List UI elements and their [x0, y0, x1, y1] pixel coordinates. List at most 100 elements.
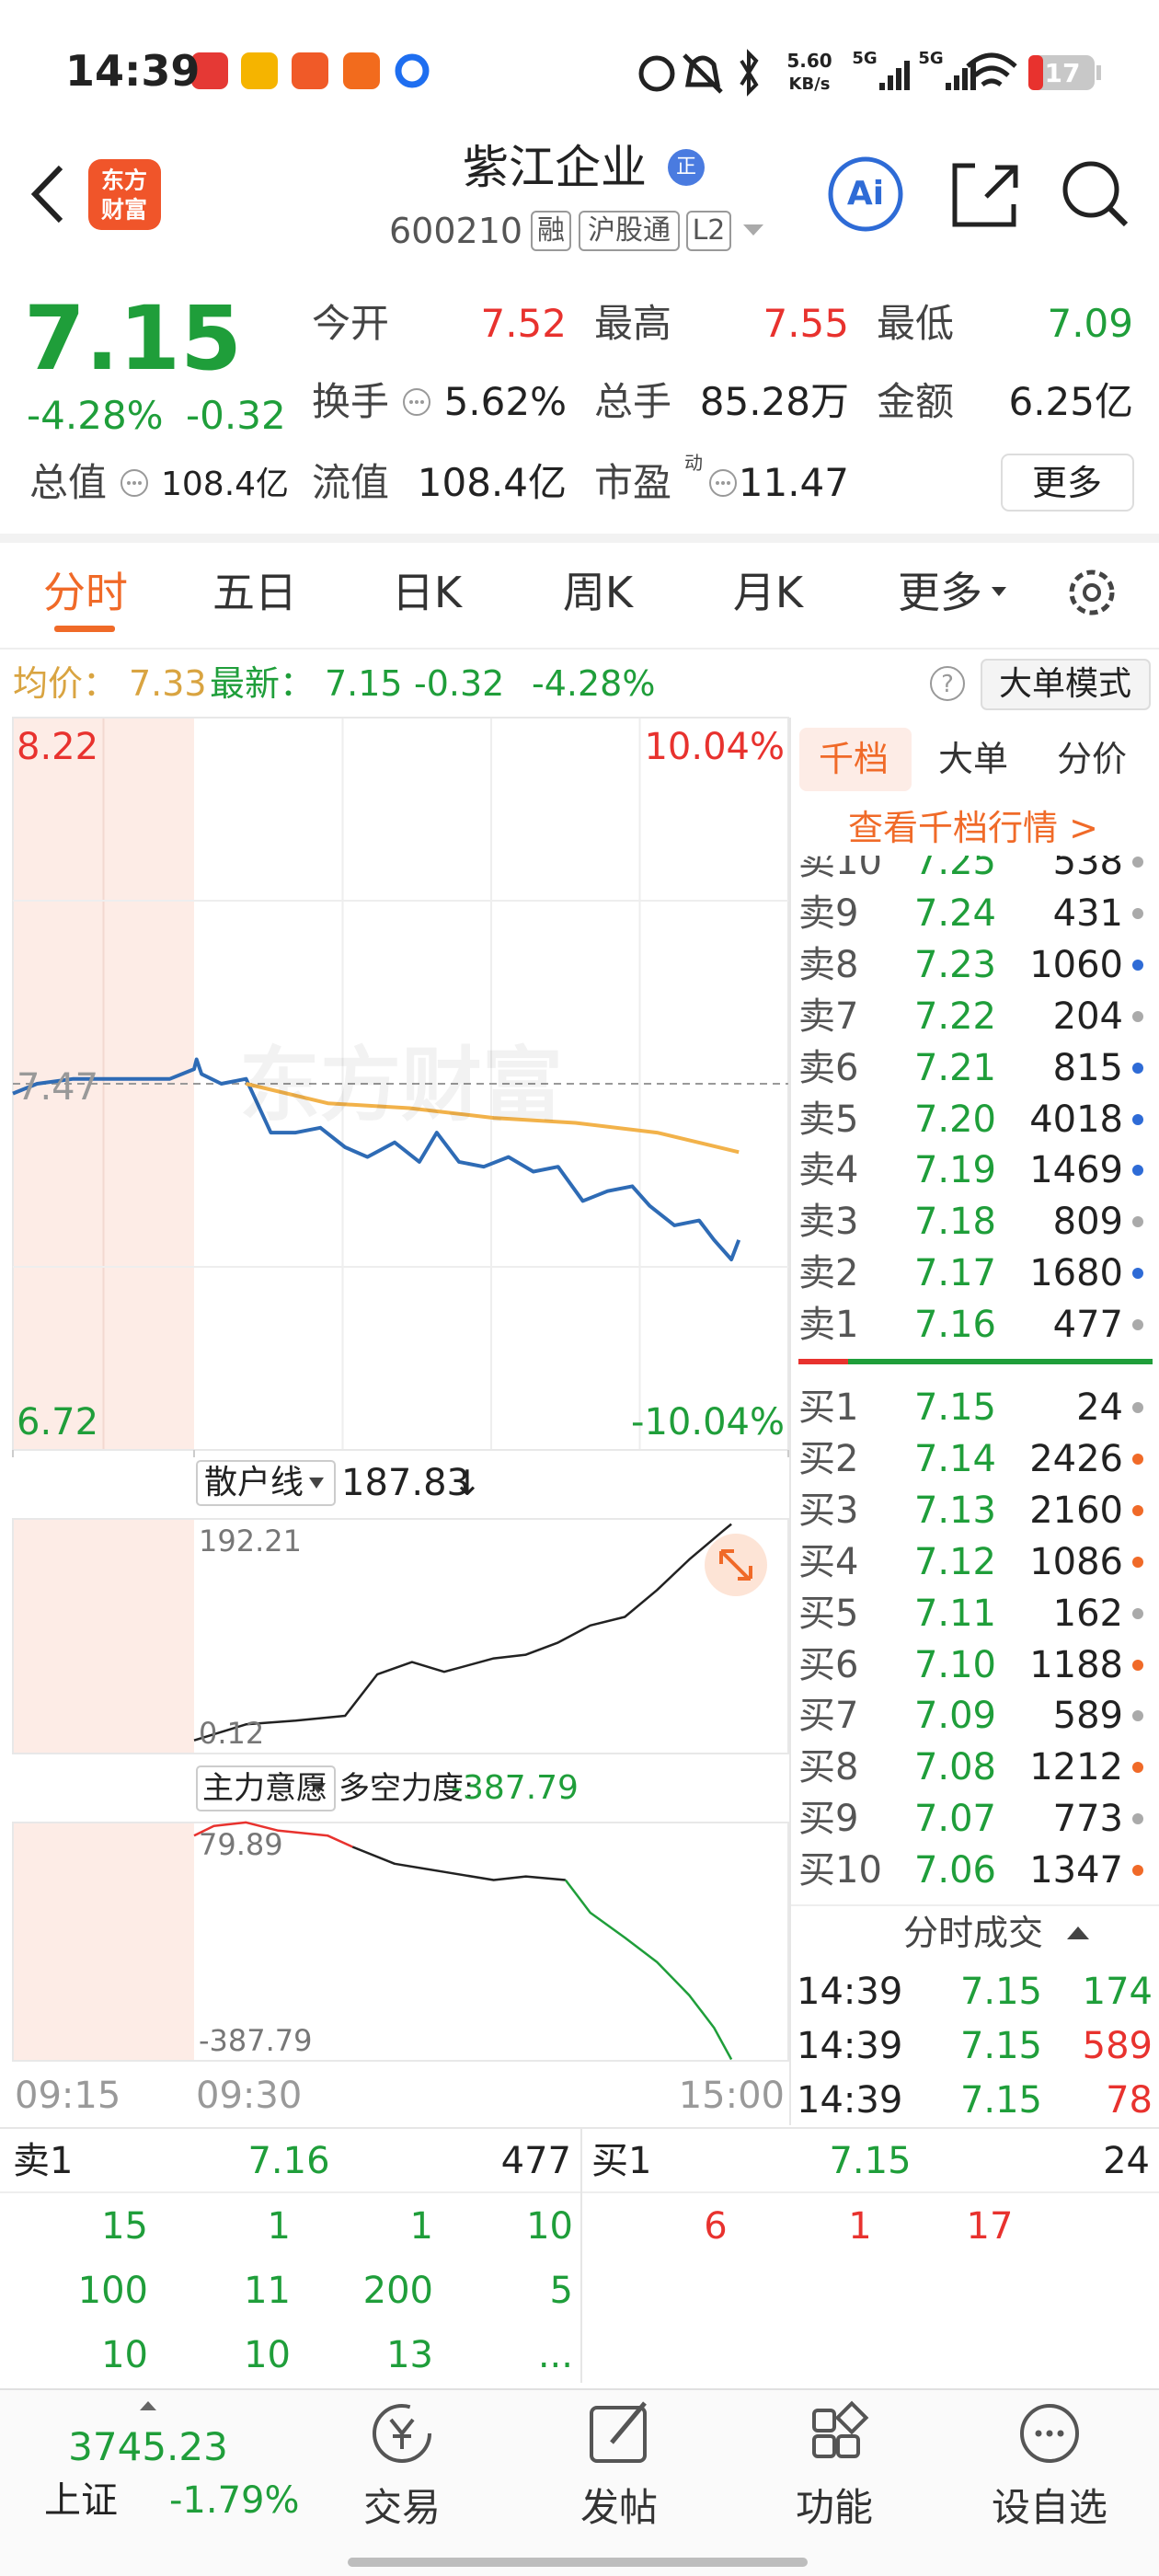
info-dot: [721, 481, 725, 485]
book-dot: [1132, 1319, 1143, 1331]
trades-title: 分时成交: [902, 1913, 1044, 1953]
queue-order: 13: [386, 2334, 433, 2376]
watch-icon-dot: [1046, 2430, 1053, 2437]
tab[interactable]: 更多: [898, 568, 982, 617]
tab[interactable]: 日K: [391, 568, 463, 617]
more-button[interactable]: [1001, 454, 1134, 512]
signal-bar: [946, 83, 951, 90]
index-name: 上证: [44, 2479, 118, 2522]
book-link[interactable]: 查看千档行情 >: [848, 808, 1098, 848]
book-label: 卖9: [798, 891, 859, 935]
info-dot: [415, 400, 419, 404]
y2-tick-label: -10.04%: [631, 1401, 785, 1443]
network-type: 5G: [918, 49, 944, 68]
queue-label: 买1: [591, 2140, 652, 2182]
stock-name: 紫江企业: [463, 141, 647, 194]
trade-price: 7.15: [959, 1971, 1042, 2013]
help[interactable]: ?: [941, 671, 954, 698]
book-tab[interactable]: 大单: [937, 739, 1009, 779]
y-tick-label: 192.21: [199, 1524, 302, 1558]
nav-item[interactable]: 设自选: [991, 2485, 1108, 2530]
y-tick-label: 8.22: [17, 726, 99, 768]
book-dot: [1132, 907, 1143, 919]
auction-band: [13, 1823, 194, 2061]
y-tick-label: 79.89: [199, 1827, 283, 1862]
book-price: 7.19: [913, 1149, 996, 1192]
book-label: 卖3: [798, 1201, 859, 1244]
indicator-title[interactable]: 散户线: [204, 1464, 304, 1501]
field-label: 最低: [877, 301, 955, 346]
avg-label: 均价：: [13, 663, 119, 704]
series-line: [351, 1846, 566, 1881]
book-label: 买9: [798, 1798, 859, 1841]
mode-button[interactable]: [981, 659, 1151, 710]
indicator-select[interactable]: [196, 1765, 336, 1811]
book-label: 卖5: [798, 1098, 859, 1141]
book-volume: 815: [1052, 1046, 1123, 1089]
book-tab[interactable]: 千档: [818, 739, 889, 779]
avg-value: 7.33: [129, 663, 207, 704]
tag: 沪股通: [588, 214, 671, 247]
field-value: 7.09: [1047, 301, 1133, 346]
back-button[interactable]: [30, 165, 63, 224]
signal-bar: [962, 68, 968, 90]
signal-bar: [888, 75, 893, 90]
book-label: 卖2: [798, 1252, 859, 1295]
signal-bar: [954, 75, 959, 90]
settings-hub: [1083, 583, 1101, 602]
book-label: 买10: [798, 1849, 882, 1886]
book-label: 卖6: [798, 1046, 859, 1089]
field-value: 7.52: [480, 301, 567, 346]
info-dot: [138, 481, 142, 485]
feature-icon: [836, 2434, 860, 2458]
indicator-title[interactable]: 主力意愿: [202, 1770, 327, 1807]
book-dot: [1132, 1010, 1143, 1022]
book-price: 7.20: [913, 1098, 996, 1141]
battery-level: [1028, 55, 1043, 90]
queue-volume: 477: [500, 2140, 571, 2182]
nav-item[interactable]: 功能: [795, 2485, 874, 2530]
indicator-select[interactable]: [196, 1460, 336, 1506]
search-button[interactable]: [1062, 161, 1119, 218]
latest-change-pct: -4.28%: [532, 663, 656, 704]
book-price: 7.07: [913, 1798, 996, 1841]
book-dot: [1132, 1659, 1143, 1671]
settings-button[interactable]: [1069, 569, 1115, 615]
book-volume: 809: [1052, 1201, 1123, 1244]
nav-item[interactable]: 发帖: [580, 2485, 659, 2530]
book-dot: [1132, 1062, 1143, 1074]
share-button[interactable]: [952, 163, 1018, 227]
series-line: [12, 1057, 741, 1261]
more-button-label[interactable]: 更多: [1031, 463, 1103, 503]
nav-item[interactable]: 交易: [362, 2485, 442, 2530]
expand-icon: [719, 1549, 752, 1581]
book-dot: [1132, 1165, 1143, 1177]
field-value: 85.28万: [699, 379, 849, 424]
mode-button-label[interactable]: 大单模式: [998, 665, 1132, 703]
change: -0.32: [186, 393, 286, 438]
tab[interactable]: 周K: [562, 568, 634, 617]
change-percent: -4.28%: [27, 393, 164, 438]
ai-button[interactable]: [828, 156, 903, 232]
info-dot: [420, 400, 424, 404]
badge: 正: [675, 155, 697, 178]
field-value: 6.25亿: [1008, 379, 1133, 424]
book-label: 买7: [798, 1695, 859, 1738]
bluetooth-icon: [740, 49, 759, 97]
tab[interactable]: 五日: [212, 568, 297, 617]
index-value[interactable]: 3745.23: [68, 2424, 228, 2469]
y2-tick-label: 10.04%: [644, 726, 785, 768]
book-tab[interactable]: 分价: [1056, 739, 1128, 779]
book-volume: 24: [1076, 1386, 1123, 1429]
battery-body: [1028, 55, 1095, 90]
info-icon: [403, 388, 430, 416]
tab[interactable]: 月K: [732, 568, 804, 617]
book-price: 7.13: [913, 1489, 996, 1532]
y-tick-label: 6.72: [17, 1401, 99, 1443]
field-label: 总手: [594, 379, 672, 424]
field-value: 108.4亿: [417, 460, 567, 505]
tab[interactable]: 分时: [43, 568, 128, 617]
book-price: 7.17: [913, 1252, 996, 1295]
book-volume: 589: [1052, 1695, 1123, 1738]
gesture-bar: [348, 2558, 808, 2567]
